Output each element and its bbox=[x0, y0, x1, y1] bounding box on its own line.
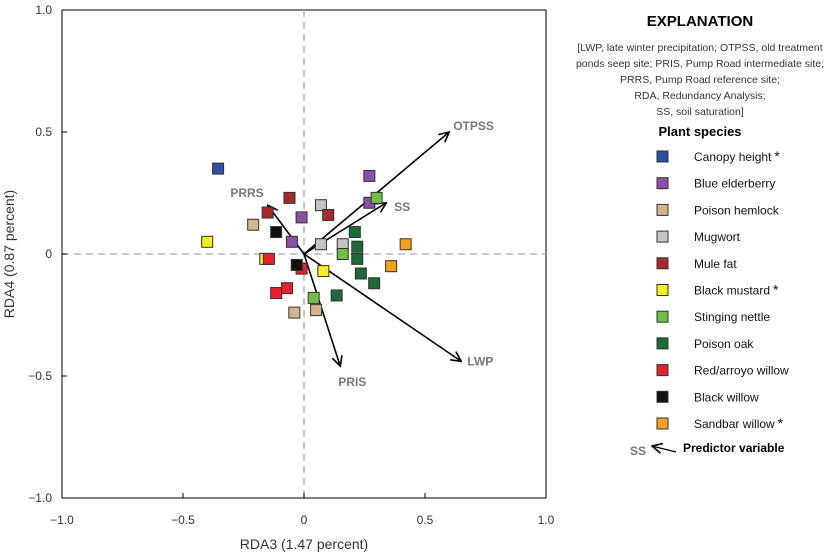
vector-label: SS bbox=[394, 200, 410, 214]
vector-label: LWP bbox=[467, 354, 493, 368]
data-point bbox=[201, 235, 214, 248]
data-point bbox=[212, 162, 225, 175]
legend-label: Black mustard bbox=[694, 284, 770, 298]
data-point bbox=[370, 191, 383, 204]
predictor-symbol: SS bbox=[630, 444, 646, 458]
data-point bbox=[285, 235, 298, 248]
x-tick-label: 0.5 bbox=[417, 513, 434, 527]
data-point bbox=[290, 258, 303, 271]
data-point bbox=[351, 240, 364, 253]
legend-swatch bbox=[656, 150, 669, 163]
legend-title: EXPLANATION bbox=[647, 13, 753, 30]
predictor-label: Predictor variable bbox=[683, 441, 785, 455]
data-point bbox=[307, 291, 320, 304]
data-point bbox=[363, 169, 376, 182]
legend-swatch bbox=[656, 417, 669, 430]
x-axis-label: RDA3 (1.47 percent) bbox=[240, 536, 368, 552]
y-tick-label: 0.5 bbox=[35, 125, 52, 139]
vector-arrow-pris bbox=[303, 253, 340, 366]
data-point bbox=[322, 208, 335, 221]
vector-label: OTPSS bbox=[453, 119, 494, 133]
data-point bbox=[247, 218, 260, 231]
legend-label: Poison hemlock bbox=[694, 203, 780, 217]
data-point bbox=[270, 287, 283, 300]
data-point bbox=[348, 226, 361, 239]
predictor-arrow bbox=[652, 446, 677, 452]
data-point bbox=[314, 199, 327, 212]
vector-arrow-prrs bbox=[268, 205, 305, 255]
data-point bbox=[281, 282, 294, 295]
legend-label: Sandbar willow bbox=[694, 417, 775, 431]
y-tick-label: −1.0 bbox=[28, 491, 52, 505]
x-tick-label: −1.0 bbox=[50, 513, 74, 527]
data-point bbox=[295, 211, 308, 224]
legend-star: * bbox=[773, 282, 779, 298]
legend-swatch bbox=[656, 310, 669, 323]
legend-swatch bbox=[656, 337, 669, 350]
data-point bbox=[310, 304, 323, 317]
legend-note-line: [LWP, late winter precipitation; OTPSS, … bbox=[577, 42, 822, 54]
data-point bbox=[317, 265, 330, 278]
legend-label: Blue elderberry bbox=[694, 177, 775, 191]
x-tick-label: 0 bbox=[301, 513, 308, 527]
y-tick-label: 0 bbox=[45, 247, 52, 261]
legend-label: Red/arroyo willow bbox=[694, 364, 789, 378]
legend-note-line: PRRS, Pump Road reference site; bbox=[620, 74, 780, 86]
data-point bbox=[385, 260, 398, 273]
vector-label: PRRS bbox=[230, 186, 263, 200]
vector-arrow-lwp bbox=[303, 253, 461, 361]
y-axis-label: RDA4 (0.87 percent) bbox=[1, 190, 17, 318]
legend-label: Mugwort bbox=[694, 230, 741, 244]
legend: EXPLANATION [LWP, late winter precipitat… bbox=[576, 13, 824, 458]
data-point bbox=[262, 252, 275, 265]
legend-swatch bbox=[656, 284, 669, 296]
x-tick-label: 1.0 bbox=[538, 513, 555, 527]
legend-label: Canopy height bbox=[694, 150, 772, 164]
legend-swatch bbox=[656, 390, 669, 403]
data-point bbox=[270, 226, 283, 239]
species-heading: Plant species bbox=[658, 124, 741, 139]
data-point bbox=[283, 191, 296, 204]
legend-swatch bbox=[656, 203, 669, 216]
data-point bbox=[314, 238, 327, 251]
data-point bbox=[351, 252, 364, 265]
y-tick-label: −0.5 bbox=[28, 369, 52, 383]
vector-label: PRIS bbox=[338, 375, 366, 389]
legend-star: * bbox=[778, 415, 784, 431]
legend-note-line: SS, soil saturation] bbox=[656, 106, 744, 118]
data-point bbox=[368, 277, 381, 290]
legend-swatch bbox=[656, 177, 669, 190]
x-tick-label: −0.5 bbox=[171, 513, 195, 527]
y-tick-label: 1.0 bbox=[35, 3, 52, 17]
data-point bbox=[354, 267, 367, 280]
data-point bbox=[399, 238, 412, 251]
legend-label: Black willow bbox=[694, 390, 759, 404]
legend-label: Stinging nettle bbox=[694, 310, 770, 324]
legend-swatch bbox=[656, 257, 669, 270]
data-point bbox=[336, 248, 349, 260]
legend-label: Mule fat bbox=[694, 257, 737, 271]
legend-swatch bbox=[656, 230, 669, 243]
legend-label: Poison oak bbox=[694, 337, 754, 351]
legend-note-line: ponds seep site; PRIS, Pump Road interme… bbox=[576, 58, 824, 70]
legend-note-line: RDA, Redundancy Analysis; bbox=[634, 90, 765, 102]
legend-swatch bbox=[656, 364, 669, 377]
data-point bbox=[288, 306, 301, 319]
legend-star: * bbox=[774, 148, 780, 164]
data-point bbox=[330, 289, 343, 302]
data-point bbox=[261, 206, 274, 219]
